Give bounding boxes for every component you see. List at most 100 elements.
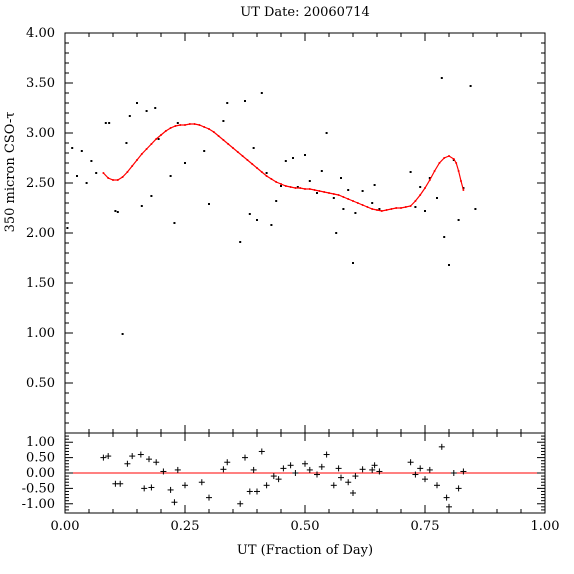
data-point <box>222 120 225 122</box>
fit-curve-node <box>419 194 422 196</box>
fit-curve-node <box>304 188 306 190</box>
fit-curve-node <box>212 131 215 133</box>
fit-curve-node <box>256 167 258 169</box>
data-point <box>361 190 364 192</box>
data-point <box>342 208 345 210</box>
data-point <box>436 197 438 199</box>
residual-point <box>338 474 344 481</box>
fit-curve-node <box>112 179 114 181</box>
data-point <box>71 147 74 149</box>
residual-point <box>280 465 287 472</box>
residual-point <box>220 466 227 473</box>
fit-curve-node <box>164 130 167 132</box>
tau-panel: 0.50 1.00 1.50 2.00 2.50 3.00 3.50 4.00 <box>26 26 546 434</box>
data-point <box>76 175 78 177</box>
data-point <box>239 241 242 243</box>
data-point <box>292 157 294 159</box>
fit-curve-node <box>409 205 412 207</box>
data-point <box>371 202 374 204</box>
fit-curve-node <box>121 176 124 178</box>
y-tick-label: 2.00 <box>26 226 55 241</box>
fit-curve-node <box>102 172 105 174</box>
y-tick-label: 1.00 <box>26 435 55 450</box>
tau-panel-frame <box>64 32 546 434</box>
fit-curve-node <box>140 153 143 155</box>
data-point <box>424 210 426 212</box>
data-point <box>104 122 107 124</box>
tau-panel-ticks <box>64 32 546 434</box>
data-point <box>440 77 443 79</box>
data-point <box>128 115 131 117</box>
residual-point <box>141 485 148 492</box>
fit-curve-node <box>400 207 402 209</box>
residual-point <box>137 451 144 458</box>
residual-point <box>446 503 452 510</box>
residual-point <box>335 465 342 472</box>
data-point <box>125 142 128 144</box>
x-tick-label: 0.00 <box>51 519 80 534</box>
fit-curve-node <box>131 165 134 167</box>
data-point <box>173 222 176 224</box>
y-tick-label: 1.50 <box>26 276 55 291</box>
fit-curve-node <box>443 157 446 159</box>
fit-curve-node <box>160 134 162 136</box>
residual-point <box>254 488 260 495</box>
residual-point <box>438 443 445 450</box>
data-point <box>203 150 206 152</box>
data-point <box>226 102 229 104</box>
fit-curve-node <box>136 159 138 161</box>
residual-point <box>153 459 160 466</box>
fit-curve-node <box>184 124 186 126</box>
data-point <box>244 100 246 102</box>
data-point <box>474 208 477 210</box>
data-point <box>280 185 282 187</box>
data-point <box>260 92 263 94</box>
residual-point <box>105 453 112 460</box>
residual-point <box>455 485 462 492</box>
data-point <box>296 186 299 188</box>
fit-curve-node <box>347 198 350 200</box>
fit-curve-node <box>390 208 393 210</box>
fit-curve-node <box>169 127 172 129</box>
residual-point <box>160 468 167 475</box>
fit-curve-node <box>203 126 206 128</box>
residual-point <box>224 459 231 466</box>
fit-curve-node <box>260 171 263 173</box>
data-point <box>116 211 119 213</box>
residual-point <box>369 466 376 473</box>
data-point <box>340 177 342 179</box>
data-point <box>325 132 328 134</box>
data-point <box>252 147 255 149</box>
data-point <box>154 107 157 109</box>
residual-point <box>314 471 320 478</box>
fit-curve-node <box>232 147 234 149</box>
residual-point <box>124 460 131 467</box>
x-tick-label: 1.00 <box>531 519 560 534</box>
residual-point <box>129 453 136 460</box>
fit-curve-node <box>227 143 230 145</box>
fit-curve-node <box>424 187 426 189</box>
fit-curve-node <box>284 185 287 187</box>
residual-point <box>171 499 178 506</box>
data-point <box>184 162 186 164</box>
fit-curve-node <box>328 192 330 194</box>
fit-curve-node <box>193 123 196 125</box>
data-point <box>428 177 431 179</box>
residual-point <box>371 462 378 469</box>
fit-curve-node <box>323 191 326 193</box>
residual-point <box>376 468 383 475</box>
residual-point <box>275 476 282 483</box>
data-point <box>419 186 422 188</box>
residual-point <box>263 482 270 489</box>
data-point <box>145 110 148 112</box>
fit-curve-node <box>289 186 292 188</box>
fit-curve-node <box>395 207 398 209</box>
residual-point <box>359 466 366 473</box>
data-point <box>304 154 306 156</box>
fit-curve-node <box>404 206 407 208</box>
residual-point <box>412 471 419 478</box>
residual-point <box>306 466 313 473</box>
fit-curve-node <box>275 181 278 183</box>
